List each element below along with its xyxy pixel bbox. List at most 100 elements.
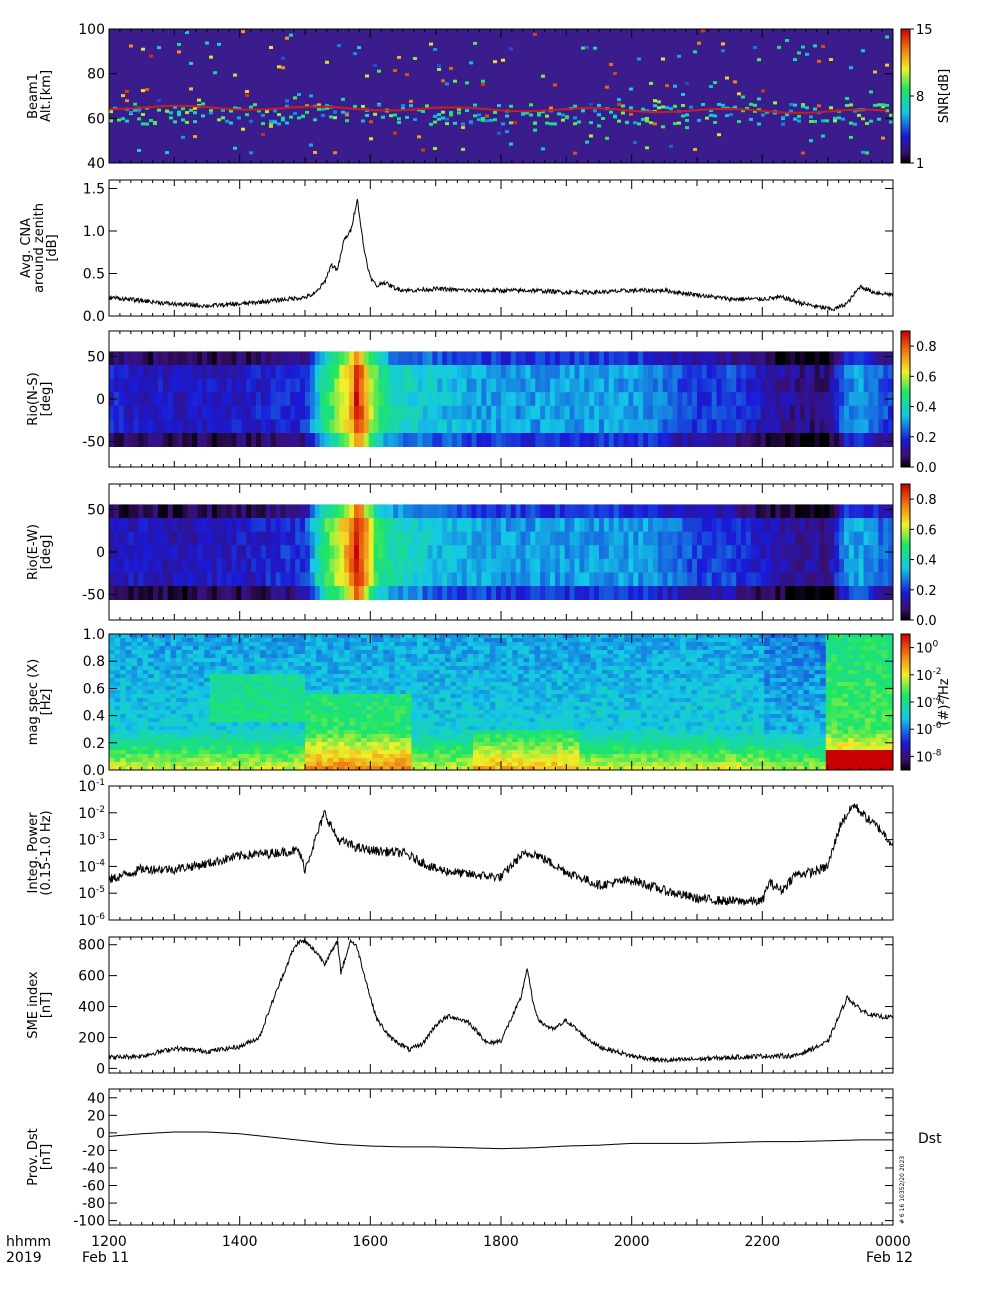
absorption-cell — [633, 531, 639, 546]
absorption-cell — [192, 365, 198, 379]
snr-cell — [721, 103, 725, 107]
spectral-cell — [142, 766, 149, 771]
absorption-cell — [471, 518, 477, 532]
absorption-cell — [329, 392, 335, 407]
spectral-cell — [165, 702, 171, 707]
snr-cell — [313, 151, 317, 154]
spectral-cell — [400, 718, 407, 723]
spectral-cell — [456, 682, 463, 687]
absorption-cell — [868, 351, 874, 366]
absorption-cell — [510, 572, 517, 587]
spectral-cell — [237, 726, 244, 731]
snr-cell — [225, 119, 229, 123]
spectral-cell — [456, 674, 463, 679]
spectral-cell — [176, 754, 183, 759]
spectral-cell — [377, 718, 384, 723]
absorption-cell — [236, 419, 242, 434]
spectral-cell — [327, 694, 334, 699]
absorption-cell — [123, 392, 129, 407]
absorption-cell — [701, 531, 708, 546]
absorption-cell — [437, 419, 443, 434]
spectral-cell — [394, 706, 401, 711]
snr-cell — [405, 73, 409, 77]
absorption-cell — [300, 433, 306, 447]
spectral-cell — [372, 666, 379, 671]
spectral-cell — [260, 710, 267, 715]
spectral-cell — [254, 638, 261, 643]
snr-cell — [677, 54, 681, 58]
spectral-cell — [209, 634, 216, 639]
absorption-cell — [334, 572, 340, 587]
absorption-cell — [442, 572, 448, 587]
absorption-cell — [594, 419, 600, 434]
absorption-cell — [515, 351, 521, 366]
absorption-cell — [701, 586, 708, 600]
spectral-cell — [450, 646, 457, 651]
spectral-cell — [142, 678, 149, 683]
spectral-cell — [439, 730, 446, 735]
absorption-cell — [216, 558, 223, 573]
spectral-cell — [142, 698, 149, 703]
snr-cell — [725, 114, 729, 118]
spectral-cell — [260, 766, 267, 771]
spectral-cell — [405, 714, 412, 719]
absorption-cell — [300, 586, 306, 600]
absorption-cell — [211, 392, 218, 407]
spectral-cell — [473, 686, 479, 691]
absorption-cell — [515, 531, 521, 546]
absorption-cell — [123, 518, 129, 532]
absorption-cell — [319, 419, 325, 434]
spectral-cell — [215, 666, 222, 671]
spectral-cell — [478, 686, 485, 691]
spectral-cell — [372, 742, 379, 747]
absorption-cell — [388, 419, 394, 434]
spectral-cell — [159, 738, 166, 743]
absorption-cell — [589, 545, 595, 560]
spectral-cell — [338, 634, 345, 639]
absorption-cell — [388, 545, 394, 560]
spectral-cell — [137, 686, 143, 691]
absorption-cell — [118, 531, 125, 546]
spectral-cell — [221, 646, 227, 651]
spectral-cell — [310, 642, 317, 647]
absorption-cell — [300, 405, 306, 420]
spectral-cell — [109, 714, 115, 719]
snr-cell — [833, 119, 837, 123]
absorption-cell — [599, 351, 605, 366]
spectral-cell — [383, 690, 390, 695]
absorption-cell — [265, 586, 272, 600]
absorption-cell — [476, 531, 482, 546]
spectral-cell — [355, 746, 362, 751]
spectral-cell — [417, 674, 423, 679]
spectral-cell — [344, 666, 351, 671]
spectral-cell — [467, 734, 474, 739]
absorption-cell — [167, 405, 174, 420]
absorption-cell — [834, 504, 840, 519]
spectral-cell — [260, 730, 267, 735]
absorption-cell — [760, 586, 766, 600]
snr-cell — [889, 113, 893, 117]
spectral-cell — [237, 730, 244, 735]
absorption-cell — [461, 378, 468, 393]
absorption-cell — [579, 531, 585, 546]
spectral-cell — [170, 678, 177, 683]
absorption-cell — [368, 433, 374, 447]
spectral-cell — [293, 730, 300, 735]
spectral-cell — [389, 762, 395, 767]
spectral-cell — [377, 674, 384, 679]
spectral-cell — [131, 666, 138, 671]
absorption-cell — [270, 419, 276, 434]
spectral-cell — [120, 642, 127, 647]
absorption-cell — [305, 365, 311, 379]
spectral-cell — [153, 634, 160, 639]
absorption-cell — [368, 365, 374, 379]
spectral-cell — [120, 714, 127, 719]
absorption-cell — [109, 586, 115, 600]
spectral-cell — [265, 722, 272, 727]
absorption-cell — [452, 351, 458, 366]
spectral-cell — [237, 682, 244, 687]
spectral-cell — [204, 674, 211, 679]
absorption-cell — [853, 419, 860, 434]
spectral-cell — [467, 694, 474, 699]
spectral-cell — [305, 638, 311, 643]
